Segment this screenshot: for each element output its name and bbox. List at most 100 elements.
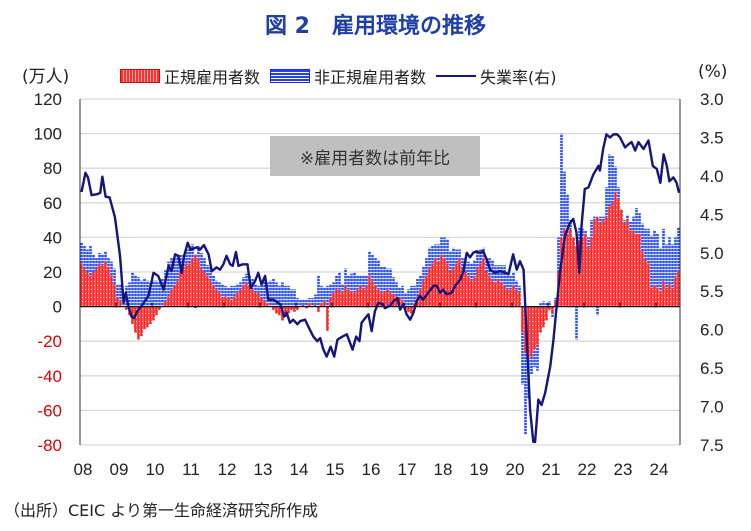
non-regular-bar <box>146 280 149 307</box>
x-tick-label: 11 <box>182 460 200 479</box>
x-tick-label: 15 <box>326 460 345 479</box>
regular-bar <box>254 292 257 307</box>
non-regular-bar <box>389 268 392 293</box>
right-tick-label: 4.5 <box>700 205 724 224</box>
regular-bar <box>638 233 641 307</box>
regular-bar <box>215 289 218 307</box>
non-regular-bar <box>590 220 593 238</box>
regular-bar <box>245 282 248 307</box>
regular-bar <box>242 285 245 307</box>
regular-bar <box>125 306 128 311</box>
regular-bar <box>149 306 152 324</box>
non-regular-bar <box>629 221 632 231</box>
regular-bar <box>536 306 539 345</box>
regular-bar <box>287 306 290 314</box>
non-regular-bar <box>434 244 437 259</box>
regular-bar <box>362 289 365 307</box>
regular-bar <box>164 301 167 307</box>
x-tick-label: 19 <box>470 460 489 479</box>
x-tick-label: 24 <box>650 460 669 479</box>
non-regular-bar <box>176 256 179 281</box>
regular-bar <box>395 296 398 307</box>
regular-bar <box>641 251 644 307</box>
regular-bar <box>491 280 494 307</box>
non-regular-bar <box>566 194 569 234</box>
regular-bar <box>467 275 470 307</box>
non-regular-bar <box>224 285 227 297</box>
non-regular-bar <box>161 278 164 307</box>
regular-bar <box>530 306 533 357</box>
non-regular-bar <box>644 228 647 260</box>
regular-bar <box>251 289 254 307</box>
regular-bar <box>335 289 338 307</box>
regular-bar <box>554 301 557 307</box>
non-regular-bar <box>533 349 536 368</box>
non-regular-bar <box>269 280 272 307</box>
regular-bar <box>191 258 194 307</box>
non-regular-bar <box>530 356 533 375</box>
non-regular-bar <box>341 284 344 293</box>
non-regular-bar <box>557 237 560 272</box>
regular-bar <box>494 282 497 307</box>
non-regular-bar <box>326 285 329 307</box>
non-regular-bar <box>215 280 218 290</box>
non-regular-bar <box>419 275 422 290</box>
regular-bar <box>317 306 320 312</box>
regular-bar <box>665 287 668 307</box>
right-tick-label: 3.5 <box>700 128 724 147</box>
regular-bar <box>431 263 434 307</box>
non-regular-bar <box>554 297 557 302</box>
non-regular-bar <box>425 258 428 276</box>
non-regular-bar <box>455 249 458 264</box>
non-regular-bar <box>110 261 113 276</box>
non-regular-bar <box>518 285 521 293</box>
non-regular-bar <box>596 306 599 316</box>
regular-bar <box>182 268 185 307</box>
non-regular-bar <box>416 278 419 297</box>
non-regular-bar <box>347 275 350 290</box>
regular-bar <box>359 285 362 307</box>
non-regular-bar <box>80 242 83 264</box>
x-tick-label: 09 <box>110 460 129 479</box>
non-regular-bar <box>509 275 512 290</box>
non-regular-bar <box>674 237 677 278</box>
regular-bar <box>527 306 530 359</box>
regular-bar <box>620 209 623 307</box>
non-regular-bar <box>446 239 449 264</box>
regular-bar <box>563 228 566 307</box>
non-regular-bar <box>89 246 92 276</box>
non-regular-bar <box>200 252 203 269</box>
non-regular-bar <box>155 280 158 307</box>
regular-bar <box>539 306 542 333</box>
non-regular-bar <box>197 246 200 260</box>
non-regular-bar <box>599 216 602 224</box>
non-regular-bar <box>410 285 413 307</box>
regular-bar <box>179 272 182 307</box>
non-regular-bar <box>407 289 410 307</box>
non-regular-bar <box>662 228 665 281</box>
regular-bar <box>323 301 326 307</box>
non-regular-bar <box>131 272 134 307</box>
right-tick-label: 6.5 <box>700 359 724 378</box>
regular-bar <box>80 263 83 307</box>
non-regular-bar <box>320 285 323 304</box>
regular-bar <box>284 306 287 317</box>
non-regular-bar <box>458 249 461 259</box>
non-regular-bar <box>500 265 503 283</box>
regular-bar <box>542 306 545 328</box>
regular-bar <box>230 299 233 307</box>
legend-item-rate: 失業率(右) <box>436 64 557 88</box>
regular-bar <box>257 292 260 307</box>
regular-bar <box>344 285 347 307</box>
regular-bar <box>197 259 200 307</box>
non-regular-bar <box>467 261 470 276</box>
legend-item-regular: 正規雇用者数 <box>120 64 260 88</box>
non-regular-bar <box>392 277 395 295</box>
non-regular-bar <box>449 251 452 272</box>
non-regular-bar <box>104 251 107 262</box>
left-tick-label: 60 <box>43 194 62 213</box>
regular-bar <box>260 297 263 307</box>
regular-bar <box>446 263 449 307</box>
non-regular-bar <box>623 220 626 224</box>
regular-bar <box>116 297 119 307</box>
